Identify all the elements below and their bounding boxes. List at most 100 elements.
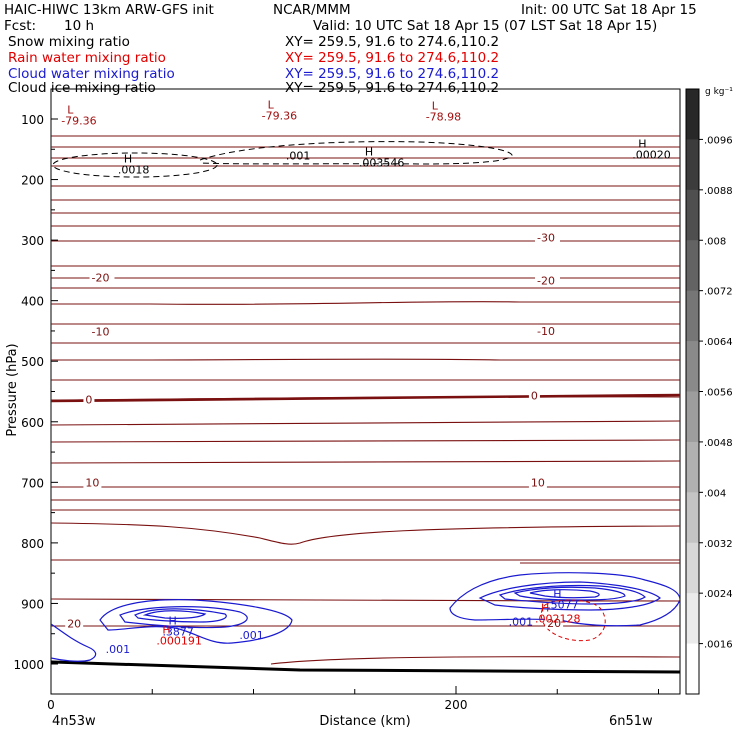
colorbar-segment bbox=[686, 441, 699, 493]
extremum-marker: H bbox=[638, 137, 646, 150]
colorbar-tick-label: .0096 bbox=[704, 135, 733, 146]
extremum-value: .00020 bbox=[632, 148, 671, 161]
colorbar-segment bbox=[686, 89, 699, 140]
extremum-value: .5077 bbox=[547, 598, 579, 611]
temperature-label: 20 bbox=[67, 617, 81, 630]
colorbar-tick-label: .0048 bbox=[704, 438, 733, 449]
header-valid: Valid: 10 UTC Sat 18 Apr 15 (07 LST Sat … bbox=[313, 18, 658, 34]
y-tick-label: 700 bbox=[21, 476, 44, 490]
header-init: Init: 00 UTC Sat 18 Apr 15 bbox=[521, 2, 697, 18]
y-tick-label: 100 bbox=[21, 113, 44, 127]
cloud-water-label: .001 bbox=[239, 629, 264, 642]
x-right-label: 6n51w bbox=[609, 714, 653, 729]
temp-label-bg bbox=[535, 324, 560, 337]
y-tick-label: 800 bbox=[21, 537, 44, 551]
temp-label-bg bbox=[83, 476, 102, 489]
field-xy-cloud-water: XY= 259.5, 91.6 to 274.6,110.2 bbox=[285, 66, 500, 82]
y-tick-label: 200 bbox=[21, 174, 44, 188]
colorbar-segment bbox=[686, 492, 699, 544]
y-axis-title: Pressure (hPa) bbox=[5, 343, 20, 436]
extremum-marker: H bbox=[162, 624, 170, 637]
colorbar-segment bbox=[686, 643, 699, 695]
y-tick-label: 500 bbox=[21, 355, 44, 369]
plot-frame bbox=[50, 88, 681, 695]
field-name-rain: Rain water mixing ratio bbox=[8, 50, 166, 66]
colorbar-tick-label: .0024 bbox=[704, 589, 733, 600]
x-left-label: 4n53w bbox=[52, 714, 96, 729]
y-tick-label: 600 bbox=[21, 416, 44, 430]
cloud-water-contours bbox=[51, 572, 680, 662]
extremum-value: -79.36 bbox=[61, 115, 96, 128]
temp-label-bg bbox=[65, 617, 84, 630]
extremum-marker: L bbox=[67, 104, 74, 117]
colorbar-tick-label: .0088 bbox=[704, 186, 733, 197]
extremum-value: -79.36 bbox=[262, 110, 297, 123]
extremum-marker: L bbox=[432, 99, 439, 112]
temperature-label: 0 bbox=[531, 390, 538, 403]
colorbar-segment bbox=[686, 391, 699, 443]
rain-water-contours bbox=[540, 599, 606, 642]
ground-line bbox=[51, 660, 680, 674]
colorbar-segment bbox=[686, 189, 699, 241]
field-name-cloud-water: Cloud water mixing ratio bbox=[8, 66, 175, 82]
temperature-label: -10 bbox=[92, 326, 110, 339]
y-axis: 100 200 300 400 500 600 700 800 900 1000 bbox=[13, 113, 58, 672]
x-tick-label: 0 bbox=[47, 698, 55, 712]
temperature-label: -20 bbox=[92, 272, 110, 285]
snow-contours bbox=[52, 141, 513, 178]
colorbar-tick-label: .008 bbox=[704, 236, 726, 247]
temperature-label: 20 bbox=[547, 617, 561, 630]
temp-label-bg bbox=[535, 231, 560, 244]
extremum-value: .3877 bbox=[162, 626, 194, 639]
field-xy-snow: XY= 259.5, 91.6 to 274.6,110.2 bbox=[285, 34, 500, 50]
colorbar-tick-label: .0032 bbox=[704, 539, 733, 550]
x-axis-title: Distance (km) bbox=[319, 714, 410, 729]
colorbar-tick-label: .004 bbox=[704, 488, 726, 499]
extremum-marker: L bbox=[268, 99, 275, 112]
temperature-label: -10 bbox=[537, 325, 555, 338]
extremum-value: .0018 bbox=[118, 164, 149, 177]
temp-label-bg bbox=[528, 476, 547, 489]
temperature-label: 10 bbox=[531, 476, 545, 489]
colorbar-tick-label: .0072 bbox=[704, 287, 733, 298]
temp-label-bg bbox=[528, 389, 540, 402]
header-title: HAIC-HIWC 13km ARW-GFS init bbox=[4, 2, 214, 18]
colorbar: .0096 .0088 .008 .0072 .0064 .0056 .0048 .004 .0… bbox=[685, 88, 733, 695]
y-tick-label: 300 bbox=[21, 234, 44, 248]
temp-label-bg bbox=[89, 271, 115, 284]
extremum-value: .003546 bbox=[359, 156, 405, 169]
colorbar-tick-label: .0016 bbox=[704, 640, 733, 651]
field-xy-cloud-ice: XY= 259.5, 91.6 to 274.6,110.2 bbox=[285, 80, 500, 96]
y-tick-label: 900 bbox=[21, 597, 44, 611]
header-org: NCAR/MMM bbox=[273, 2, 351, 18]
y-tick-label: 1000 bbox=[13, 658, 44, 672]
temp-label-bg bbox=[89, 325, 115, 338]
extremum-marker: H bbox=[553, 587, 561, 600]
extremum-value: .000191 bbox=[156, 635, 202, 648]
temp-label-bg bbox=[83, 393, 95, 406]
extremum-marker: H bbox=[365, 145, 373, 158]
colorbar-segment bbox=[686, 290, 699, 342]
extremum-marker: H bbox=[541, 601, 549, 614]
extremum-marker: H bbox=[124, 153, 132, 166]
colorbar-segment bbox=[686, 542, 699, 594]
cloud-water-label: .001 bbox=[509, 616, 534, 629]
x-tick-label: 200 bbox=[445, 698, 468, 712]
field-xy-rain: XY= 259.5, 91.6 to 274.6,110.2 bbox=[285, 50, 500, 66]
field-name-cloud-ice: Cloud ice mixing ratio bbox=[8, 80, 156, 96]
temp-label-bg bbox=[535, 274, 560, 287]
temperature-label: -20 bbox=[537, 275, 555, 288]
temp-label-bg bbox=[545, 616, 564, 629]
x-axis: 0 200 bbox=[47, 686, 659, 712]
colorbar-tick-label: .0064 bbox=[704, 337, 733, 348]
snow-label: .001 bbox=[286, 149, 311, 162]
header-fcst-value: 10 h bbox=[64, 18, 95, 34]
zero-isotherm bbox=[51, 393, 680, 403]
colorbar-segment bbox=[686, 240, 699, 292]
colorbar-unit: g kg⁻¹ bbox=[705, 87, 733, 97]
temperature-label: 10 bbox=[85, 476, 99, 489]
y-tick-label: 400 bbox=[21, 295, 44, 309]
extremum-marker: H bbox=[168, 615, 176, 628]
header-fcst-label: Fcst: bbox=[4, 18, 37, 34]
